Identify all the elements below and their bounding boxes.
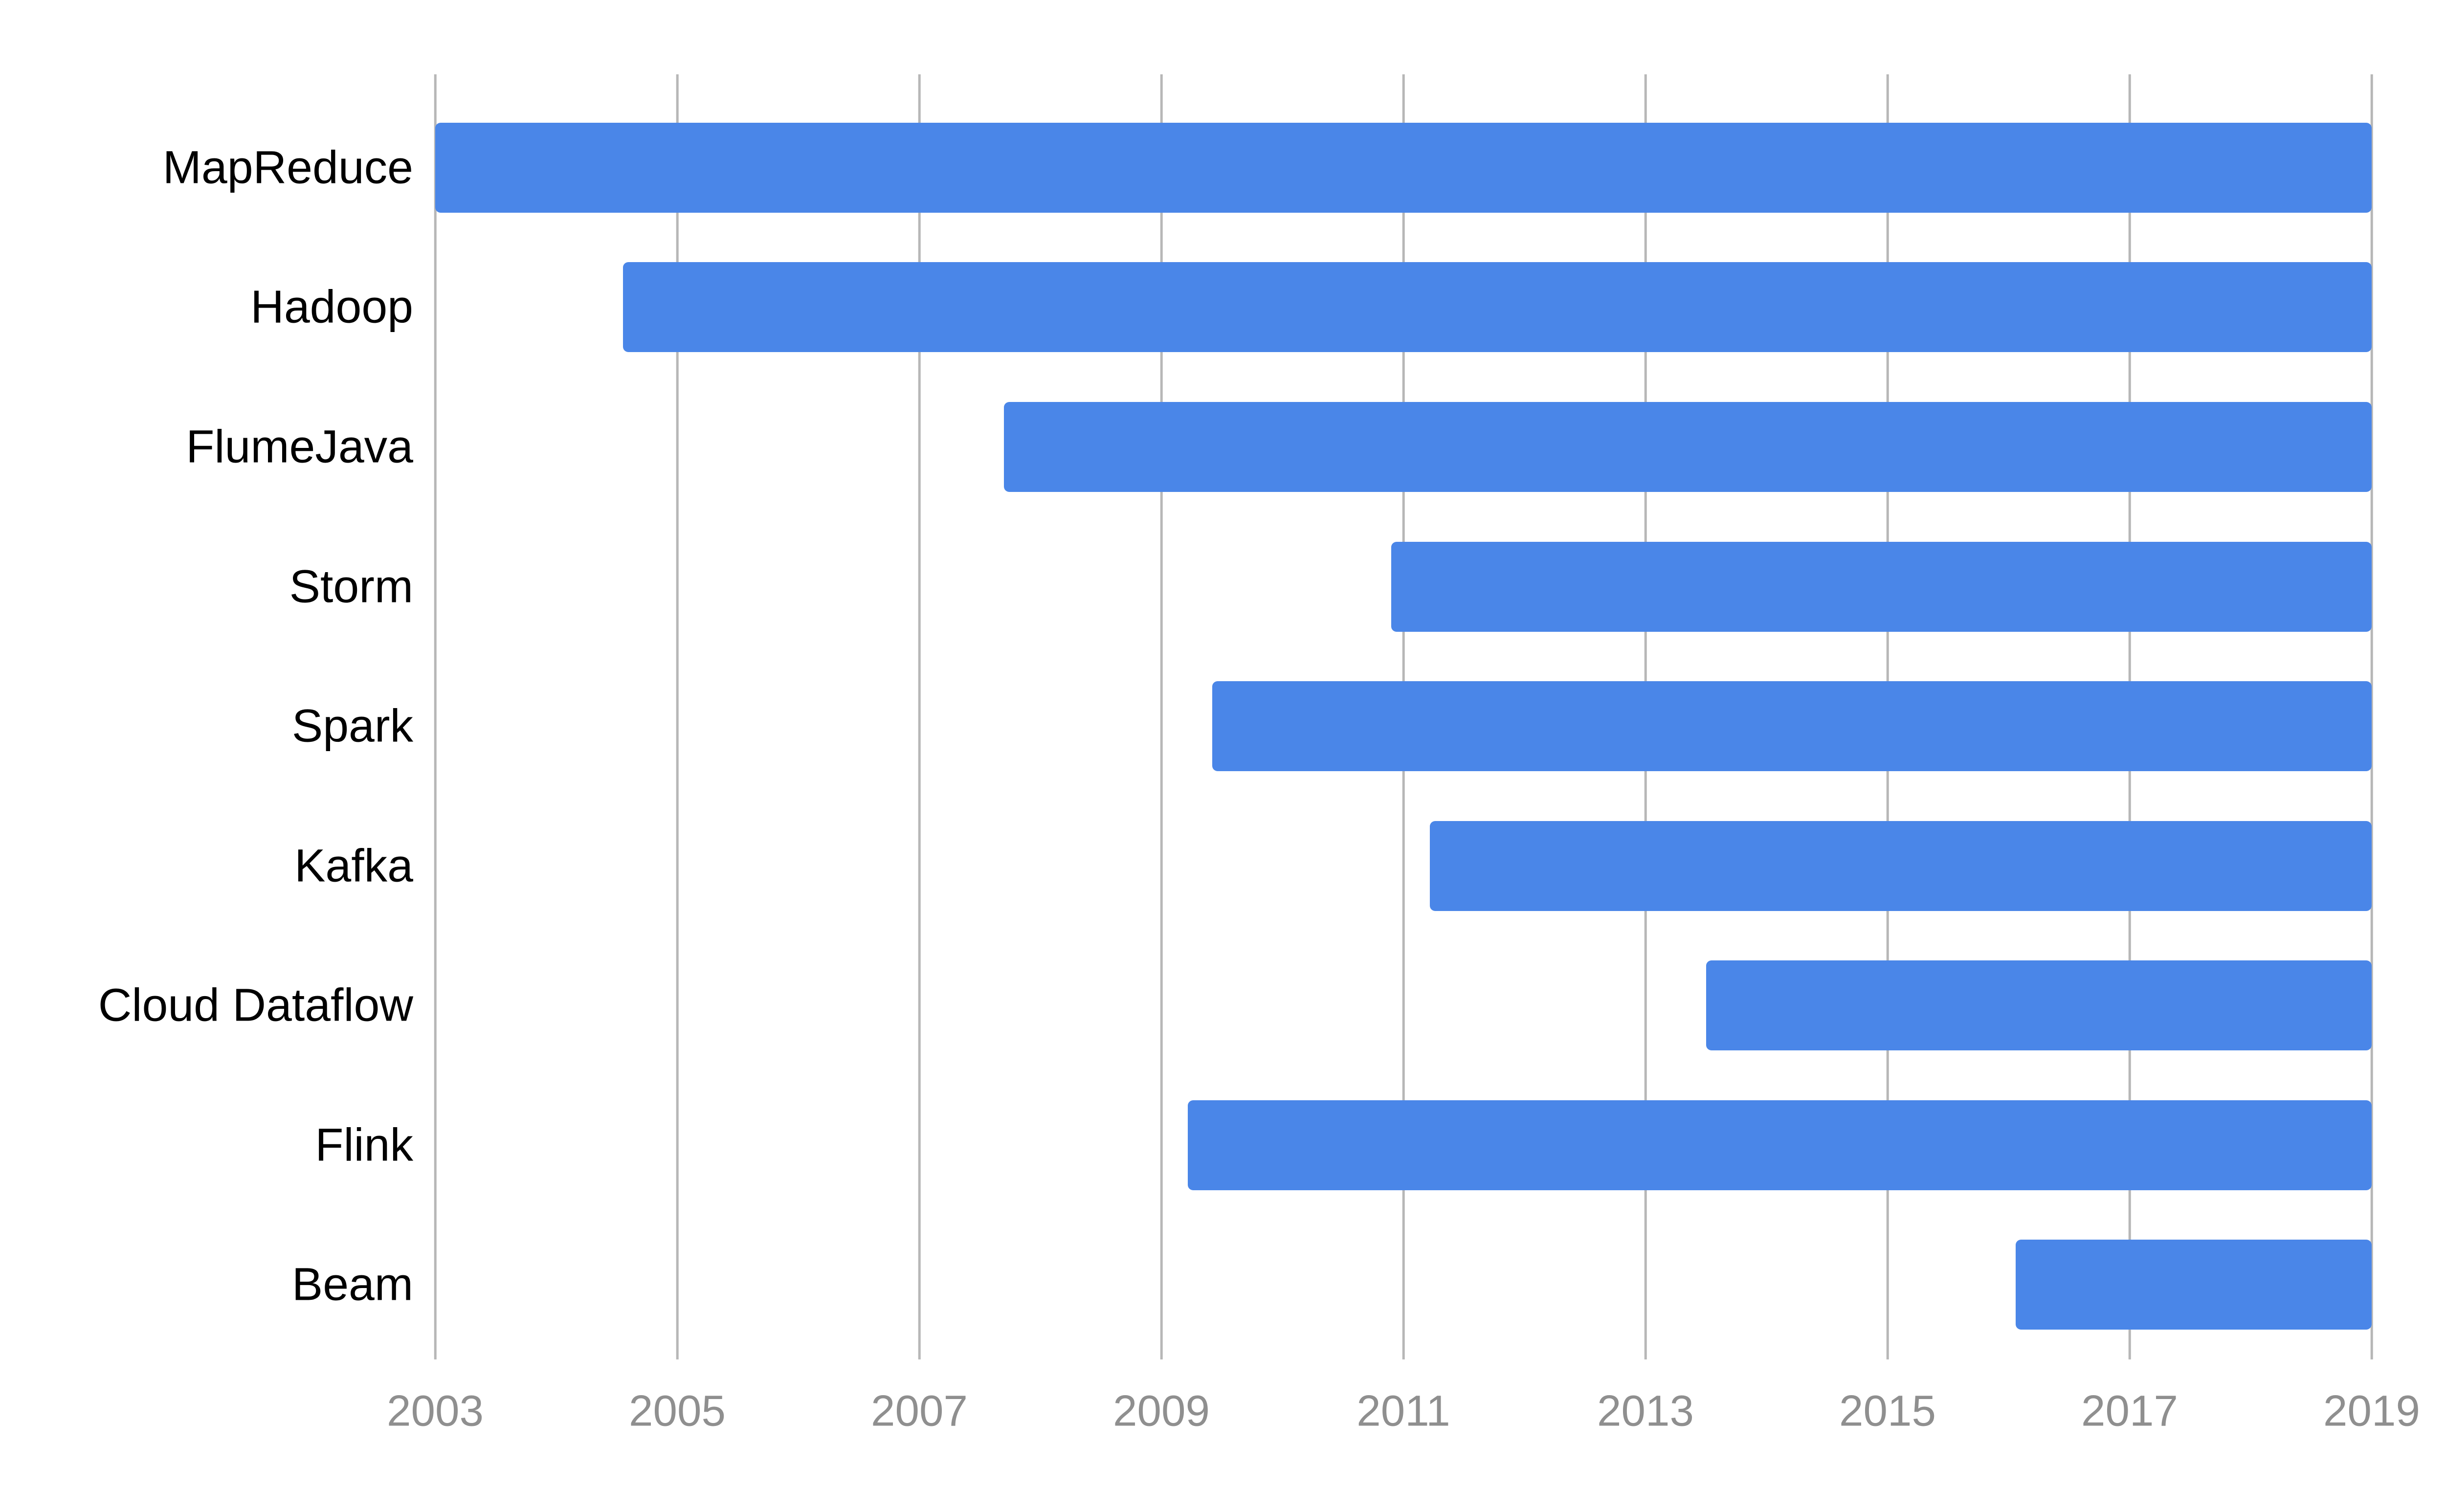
bar-flumejava — [1004, 402, 2372, 492]
x-tick-label-2003: 2003 — [387, 1386, 484, 1435]
gridline-2003 — [434, 74, 437, 1360]
category-label-spark: Spark — [291, 700, 413, 752]
bar-storm — [1391, 541, 2372, 632]
category-label-flink: Flink — [315, 1119, 413, 1171]
category-label-beam: Beam — [291, 1258, 413, 1311]
x-tick-label-2013: 2013 — [1597, 1386, 1694, 1435]
bar-hadoop — [622, 262, 2372, 353]
bar-beam — [2016, 1240, 2372, 1330]
bar-mapreduce — [435, 122, 2372, 213]
category-label-flumejava: FlumeJava — [186, 421, 413, 473]
category-label-mapreduce: MapReduce — [162, 141, 413, 194]
x-tick-label-2017: 2017 — [2081, 1386, 2178, 1435]
bar-flink — [1188, 1100, 2372, 1190]
category-label-hadoop: Hadoop — [250, 281, 413, 333]
x-tick-label-2019: 2019 — [2323, 1386, 2420, 1435]
x-tick-label-2011: 2011 — [1356, 1386, 1450, 1435]
x-tick-label-2015: 2015 — [1839, 1386, 1936, 1435]
gridline-2007 — [918, 74, 921, 1360]
gridline-2019 — [2370, 74, 2373, 1360]
gridline-2009 — [1160, 74, 1163, 1360]
category-label-storm: Storm — [289, 560, 413, 613]
x-tick-label-2007: 2007 — [871, 1386, 968, 1435]
x-tick-label-2009: 2009 — [1113, 1386, 1210, 1435]
x-tick-label-2005: 2005 — [629, 1386, 726, 1435]
category-label-cloud-dataflow: Cloud Dataflow — [98, 979, 413, 1031]
gridline-2005 — [676, 74, 679, 1360]
bar-spark — [1212, 681, 2372, 772]
bar-kafka — [1430, 821, 2372, 911]
category-label-kafka: Kafka — [294, 840, 413, 892]
bar-cloud-dataflow — [1706, 960, 2372, 1051]
